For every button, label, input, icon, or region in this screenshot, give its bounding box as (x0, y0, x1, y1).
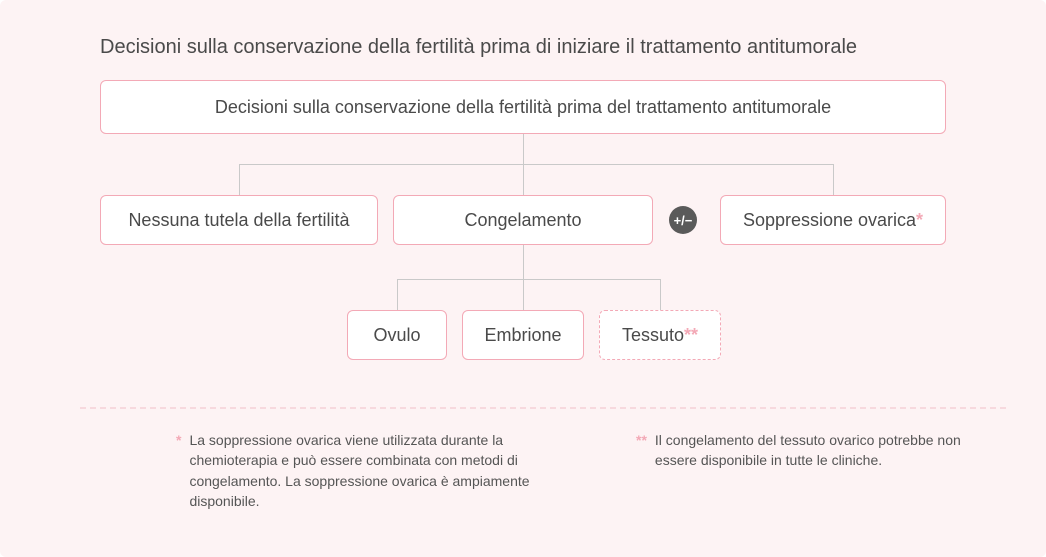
node-freezing-label: Congelamento (464, 210, 581, 231)
node-tessuto: Tessuto** (599, 310, 721, 360)
footnote-1-mark: * (176, 430, 181, 511)
node-root: Decisioni sulla conservazione della fert… (100, 80, 946, 134)
node-ovulo-label: Ovulo (373, 325, 420, 346)
asterisk-mark: * (916, 210, 923, 230)
connector (523, 164, 524, 195)
connector (833, 164, 834, 195)
connector (239, 164, 833, 165)
connector (660, 279, 661, 310)
connector (397, 279, 660, 280)
connector (523, 245, 524, 279)
node-ovarian-suppression-label: Soppressione ovarica (743, 210, 916, 230)
connector (397, 279, 398, 310)
diagram-title: Decisioni sulla conservazione della fert… (100, 36, 857, 59)
plus-minus-label: +/− (674, 213, 693, 228)
connector (523, 279, 524, 310)
node-ovulo: Ovulo (347, 310, 447, 360)
footnote-2-text: Il congelamento del tessuto ovarico potr… (655, 430, 986, 511)
diagram-panel: Decisioni sulla conservazione della fert… (0, 0, 1046, 557)
node-tessuto-label: Tessuto (622, 325, 684, 345)
footnotes: * La soppressione ovarica viene utilizza… (176, 430, 986, 511)
plus-minus-badge: +/− (669, 206, 697, 234)
asterisk-mark: ** (684, 325, 698, 345)
divider (80, 407, 1006, 409)
node-embrione: Embrione (462, 310, 584, 360)
connector (523, 134, 524, 164)
footnote-1-text: La soppressione ovarica viene utilizzata… (189, 430, 576, 511)
footnote-2-mark: ** (636, 430, 647, 511)
node-no-preservation-label: Nessuna tutela della fertilità (128, 210, 349, 231)
node-freezing: Congelamento (393, 195, 653, 245)
footnote-2: ** Il congelamento del tessuto ovarico p… (636, 430, 986, 511)
connector (239, 164, 240, 195)
node-no-preservation: Nessuna tutela della fertilità (100, 195, 378, 245)
node-ovarian-suppression: Soppressione ovarica* (720, 195, 946, 245)
node-embrione-label: Embrione (484, 325, 561, 346)
node-root-label: Decisioni sulla conservazione della fert… (215, 97, 831, 118)
footnote-1: * La soppressione ovarica viene utilizza… (176, 430, 576, 511)
